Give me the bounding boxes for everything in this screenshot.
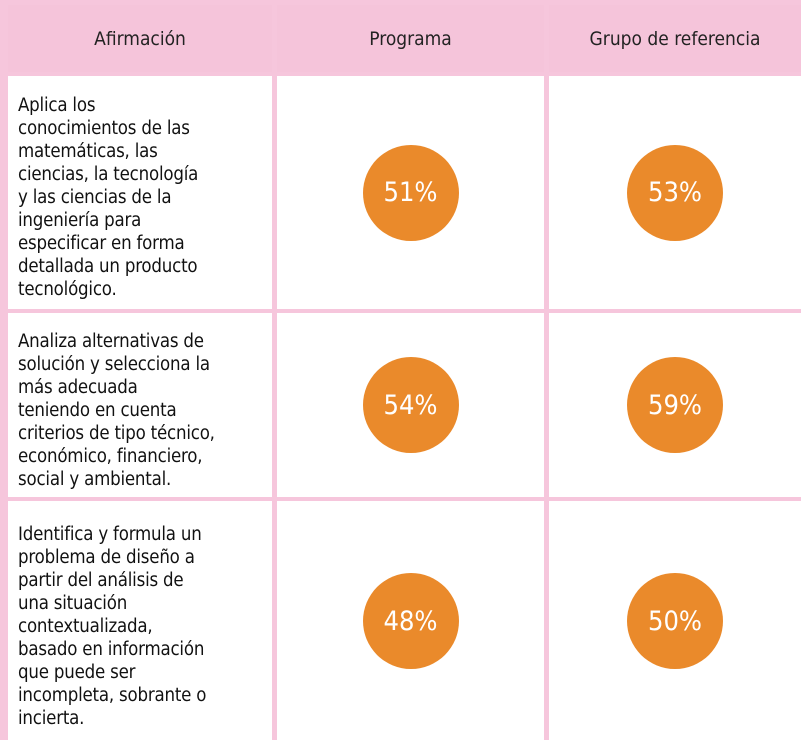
statement-line: económico, financiero, <box>18 445 203 467</box>
statement-line: conocimientos de las <box>18 118 190 139</box>
statement-line: criterios de tipo técnico, <box>18 422 215 444</box>
statement-line: incierta. <box>18 707 85 729</box>
statement-line: y las ciencias de la <box>18 187 172 208</box>
percent-badge: 54% <box>362 357 459 453</box>
statement-line: Identifica y formula un <box>18 523 202 545</box>
statement-line: basado en información <box>18 638 205 660</box>
value-cell: 54% <box>277 313 544 497</box>
value-cell: 48% <box>277 501 544 741</box>
statement: Identifica y formula un problema de diseñ… <box>8 501 272 741</box>
percent-badge: 50% <box>627 573 723 669</box>
statement-line: especificar en forma <box>18 233 185 254</box>
statement-line: ingeniería para <box>18 210 142 231</box>
statement-line: Analiza alternativas de <box>18 330 204 352</box>
statement-line: tecnológico. <box>18 279 117 300</box>
value-cell: 53% <box>549 76 801 309</box>
value-cell: 50% <box>549 501 801 741</box>
header-cell: Afirmación <box>8 5 272 72</box>
statement-line: social y ambiental. <box>18 468 172 490</box>
text-cell: Identifica y formula un problema de diseñ… <box>8 501 272 741</box>
percent-badge: 48% <box>362 573 459 669</box>
statement-line: detallada un producto <box>18 256 198 277</box>
statement-line: que puede ser <box>18 661 136 683</box>
percent-badge: 53% <box>627 144 723 241</box>
text-cell: Aplica los conocimientos de las matemática… <box>8 76 272 309</box>
statement-line: teniendo en cuenta <box>18 399 177 421</box>
statement-line: matemáticas, las <box>18 141 158 162</box>
percent-badge: 59% <box>627 357 723 453</box>
header-cell: Programa <box>277 5 544 72</box>
percent-badge: 51% <box>362 144 459 241</box>
statement-line: Aplica los <box>18 95 96 116</box>
statement-line: incompleta, sobrante o <box>18 684 207 706</box>
statement-line: más adecuada <box>18 376 138 398</box>
value-cell: 59% <box>549 313 801 497</box>
statement: Analiza alternativas de solución y selecc… <box>8 313 272 497</box>
statement-line: partir del análisis de <box>18 569 184 591</box>
statement-line: problema de diseño a <box>18 546 195 568</box>
statement-line: ciencias, la tecnología <box>18 164 199 185</box>
text-cell: Analiza alternativas de solución y selecc… <box>8 313 272 497</box>
statement-line: contextualizada, <box>18 615 153 637</box>
header-cell: Grupo de referencia <box>549 5 801 72</box>
statement: Aplica los conocimientos de las matemática… <box>8 76 272 309</box>
statement-line: solución y selecciona la <box>18 353 210 375</box>
value-cell: 51% <box>277 76 544 309</box>
statement-line: una situación <box>18 592 128 614</box>
